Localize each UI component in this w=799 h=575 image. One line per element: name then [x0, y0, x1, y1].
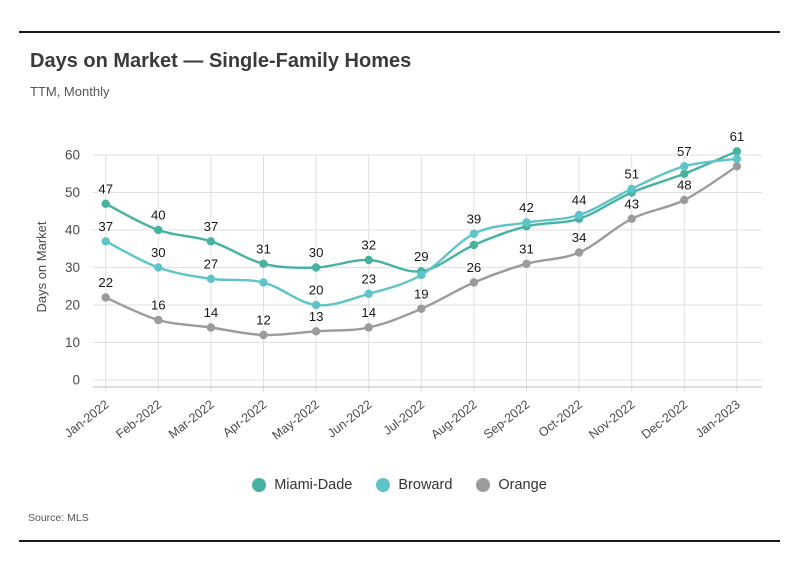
svg-text:30: 30 — [309, 245, 324, 260]
svg-text:50: 50 — [65, 185, 80, 200]
chart-title: Days on Market — Single-Family Homes — [30, 50, 412, 72]
svg-text:Jun-2022: Jun-2022 — [325, 397, 375, 440]
svg-text:31: 31 — [519, 241, 534, 256]
legend-dot-icon — [376, 478, 391, 492]
svg-text:Dec-2022: Dec-2022 — [639, 397, 690, 441]
svg-text:Sep-2022: Sep-2022 — [481, 397, 532, 441]
svg-text:29: 29 — [414, 249, 429, 264]
svg-text:Jul-2022: Jul-2022 — [381, 397, 427, 438]
svg-text:30: 30 — [65, 260, 80, 275]
legend-dot-icon — [476, 478, 491, 492]
svg-text:Aug-2022: Aug-2022 — [428, 397, 479, 441]
legend: Miami-Dade Broward Orange — [0, 477, 799, 493]
svg-text:37: 37 — [98, 219, 113, 234]
svg-text:27: 27 — [204, 256, 219, 271]
svg-text:39: 39 — [467, 211, 482, 226]
svg-text:0: 0 — [72, 373, 80, 388]
chart-subtitle: TTM, Monthly — [30, 84, 110, 99]
svg-text:30: 30 — [151, 245, 166, 260]
svg-text:14: 14 — [204, 305, 219, 320]
legend-label: Orange — [498, 477, 547, 493]
svg-text:14: 14 — [361, 305, 376, 320]
legend-label: Miami-Dade — [274, 477, 353, 493]
svg-text:13: 13 — [309, 309, 324, 324]
svg-text:43: 43 — [624, 196, 639, 211]
top-rule — [19, 31, 780, 33]
svg-text:26: 26 — [467, 260, 482, 275]
svg-text:31: 31 — [256, 241, 271, 256]
svg-text:47: 47 — [98, 181, 113, 196]
svg-text:Jan-2023: Jan-2023 — [693, 397, 743, 440]
svg-text:12: 12 — [256, 313, 271, 328]
svg-text:Days on Market: Days on Market — [34, 221, 49, 312]
svg-text:16: 16 — [151, 298, 166, 313]
svg-text:48: 48 — [677, 178, 692, 193]
bottom-rule — [19, 540, 780, 542]
svg-text:51: 51 — [624, 166, 639, 181]
svg-text:Oct-2022: Oct-2022 — [536, 397, 585, 440]
legend-label: Broward — [398, 477, 453, 493]
svg-text:10: 10 — [65, 335, 80, 350]
svg-text:60: 60 — [65, 148, 80, 163]
svg-text:40: 40 — [65, 223, 80, 238]
svg-text:Jan-2022: Jan-2022 — [62, 397, 112, 440]
svg-text:42: 42 — [519, 200, 534, 215]
legend-item-miami-dade: Miami-Dade — [252, 477, 352, 493]
svg-text:Feb-2022: Feb-2022 — [113, 397, 164, 441]
svg-text:Nov-2022: Nov-2022 — [586, 397, 637, 441]
svg-text:22: 22 — [98, 275, 113, 290]
svg-text:37: 37 — [204, 219, 219, 234]
svg-text:20: 20 — [309, 283, 324, 298]
svg-text:34: 34 — [572, 230, 587, 245]
svg-text:20: 20 — [65, 298, 80, 313]
legend-dot-icon — [252, 478, 267, 492]
source-note: Source: MLS — [28, 512, 89, 524]
svg-text:57: 57 — [677, 144, 692, 159]
svg-text:61: 61 — [730, 130, 745, 144]
svg-text:44: 44 — [572, 193, 587, 208]
legend-item-broward: Broward — [376, 477, 452, 493]
svg-text:Apr-2022: Apr-2022 — [220, 397, 269, 440]
line-chart: 0 10 20 30 40 50 60 Jan-2022 Feb-2022 Mar-2022 Apr… — [34, 130, 762, 443]
svg-text:19: 19 — [414, 286, 429, 301]
svg-text:Mar-2022: Mar-2022 — [166, 397, 217, 441]
svg-text:May-2022: May-2022 — [270, 397, 322, 442]
legend-item-orange: Orange — [476, 477, 547, 493]
svg-text:23: 23 — [361, 271, 376, 286]
svg-text:40: 40 — [151, 208, 166, 223]
svg-text:32: 32 — [361, 238, 376, 253]
